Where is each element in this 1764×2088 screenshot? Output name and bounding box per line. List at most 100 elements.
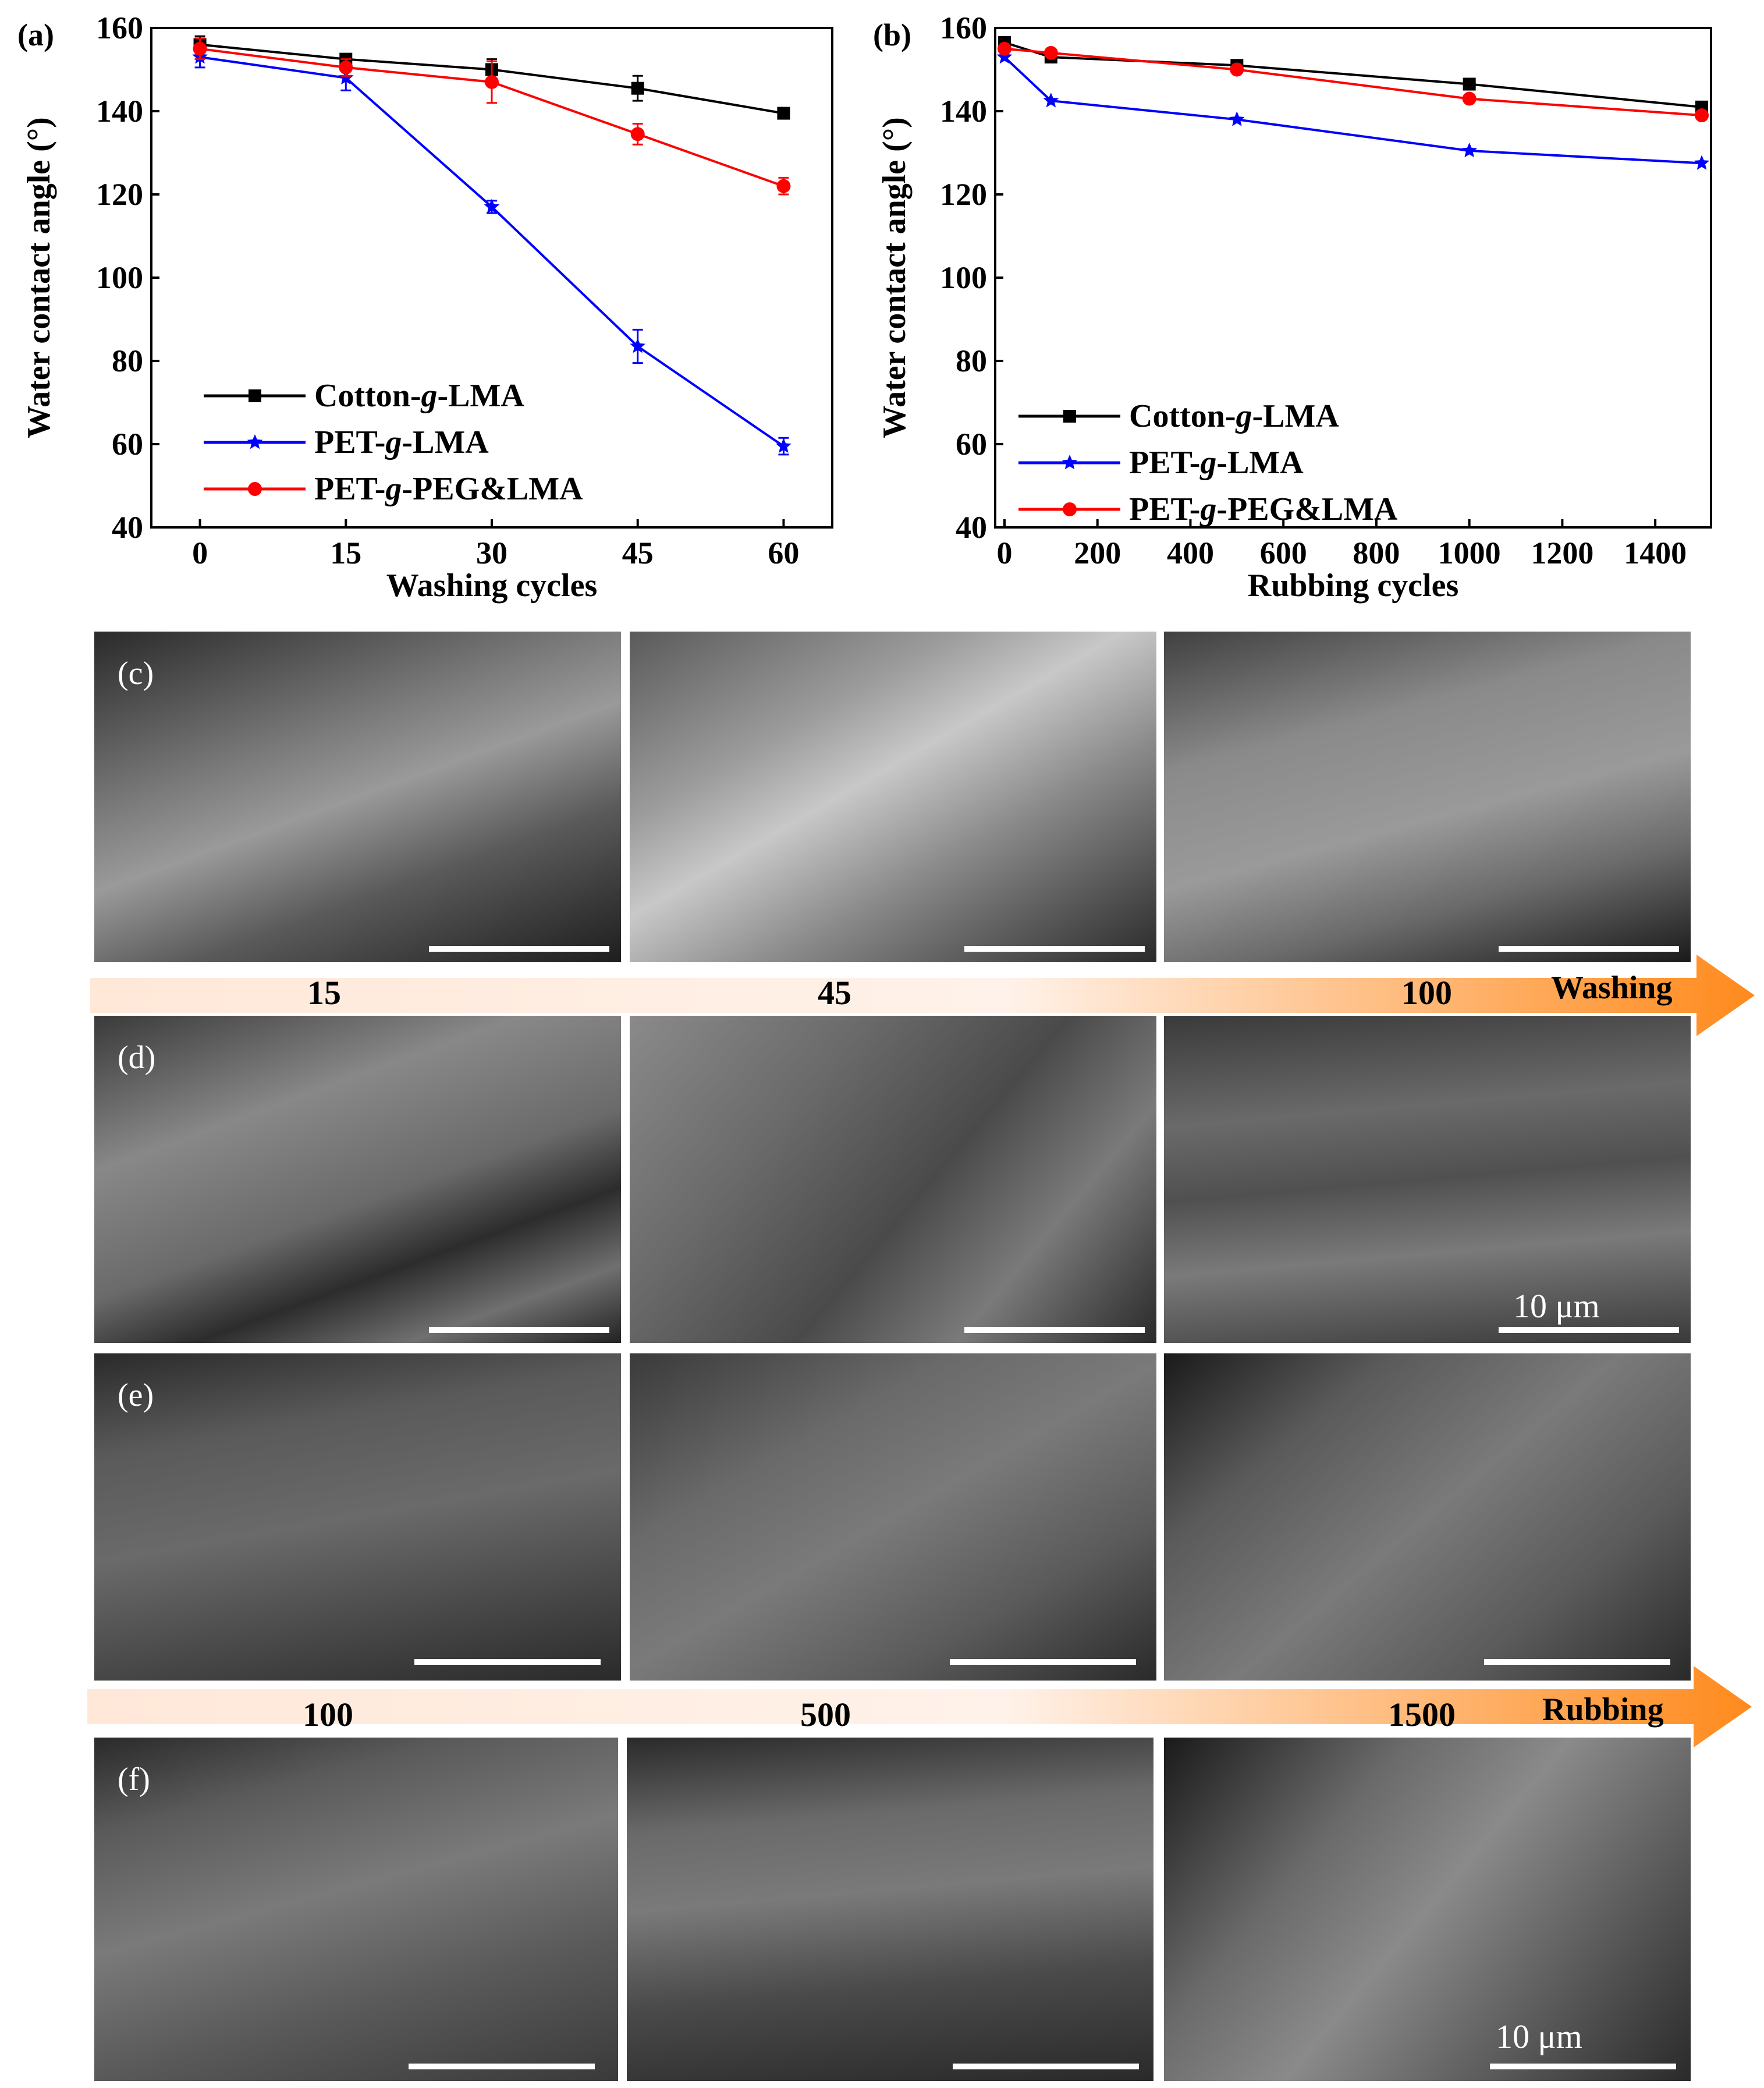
chart-washing: 40 60 80 100 120 140 160 0 15 30 45 60 Washing cycle…: [17, 12, 867, 629]
x-tick-label: 0: [996, 536, 1012, 570]
chart-washing-svg: 40 60 80 100 120 140 160 0 15 30 45 60 Washing cycle…: [17, 12, 833, 604]
x-tick-label: 1000: [1438, 536, 1501, 570]
data-point: [997, 41, 1011, 56]
y-tick-label: 80: [112, 343, 143, 378]
legend-entry: Cotton-g-LMA: [1129, 398, 1339, 434]
series-Cotton-g-LMA: [998, 36, 1709, 114]
plot-frame: [994, 27, 1712, 529]
data-point: [1044, 45, 1058, 60]
legend-marker: [247, 434, 263, 449]
washing-arrow-shape: [90, 955, 1755, 1036]
data-point: [777, 107, 790, 120]
data-point: [776, 179, 791, 193]
washing-word: Washing: [1551, 970, 1673, 1006]
legend-marker: [249, 389, 261, 402]
legend-marker: [1063, 502, 1077, 516]
sem-e-1: (e): [94, 1353, 621, 1681]
data-point: [1463, 77, 1476, 91]
scale-bar: [414, 1659, 601, 1665]
data-point: [630, 338, 645, 353]
data-point: [631, 81, 644, 95]
y-tick-label: 160: [940, 12, 987, 45]
washing-label-2: 45: [818, 974, 851, 1012]
legend-marker: [1063, 410, 1076, 423]
data-point: [1461, 142, 1477, 158]
x-tick-label: 45: [622, 536, 654, 570]
sem-c-1: (c): [94, 632, 621, 962]
sem-row-label-d: (d): [118, 1040, 156, 1076]
data-point: [1043, 93, 1059, 108]
data-point: [339, 60, 353, 75]
data-point: [630, 127, 645, 141]
scale-bar: [1484, 1659, 1670, 1665]
y-tick-label: 140: [940, 94, 987, 129]
rubbing-arrow-svg: [87, 1666, 1752, 1747]
scale-bar: [1499, 946, 1679, 952]
x-tick-label: 600: [1260, 536, 1307, 570]
y-tick-label: 160: [96, 12, 143, 45]
data-point: [484, 198, 500, 214]
sem-c-3: [1164, 632, 1691, 962]
y-tick-label: 80: [956, 343, 987, 378]
x-axis-label: Rubbing cycles: [1248, 568, 1459, 604]
data-point: [338, 69, 354, 85]
rubbing-arrow: [87, 1666, 1752, 1747]
sem-f-2: [627, 1738, 1153, 2081]
legend-entry: Cotton-g-LMA: [314, 378, 524, 414]
washing-label-1: 15: [307, 974, 341, 1012]
scale-bar: [964, 1327, 1145, 1333]
rubbing-label-2: 500: [800, 1696, 851, 1733]
scale-bar: [953, 2064, 1139, 2069]
y-tick-label: 140: [96, 94, 143, 129]
x-axis-label: Washing cycles: [386, 568, 597, 604]
scale-bar: [950, 1659, 1136, 1665]
scale-bar-text: 10 μm: [1513, 1287, 1600, 1325]
y-tick-label: 60: [112, 427, 143, 462]
x-tick-label: 15: [330, 536, 361, 570]
legend-entry: PET-g-PEG&LMA: [314, 471, 583, 507]
panel-label: (a): [17, 17, 54, 52]
y-tick-label: 120: [96, 177, 143, 212]
sem-row-label-c: (c): [118, 655, 154, 692]
sem-row-label-e: (e): [118, 1377, 154, 1413]
rubbing-arrow-shape: [87, 1666, 1752, 1747]
data-point: [1695, 108, 1709, 123]
sem-e-3: [1164, 1353, 1691, 1681]
sem-d-2: [630, 1016, 1156, 1343]
x-tick-label: 1400: [1624, 536, 1687, 570]
panel-label: (b): [873, 17, 911, 52]
x-tick-label: 30: [476, 536, 507, 570]
y-axis-label: Water contact angle (°): [21, 117, 57, 438]
sem-e-2: [630, 1353, 1156, 1681]
rubbing-label-1: 100: [303, 1696, 353, 1733]
sem-f-1: (f): [94, 1738, 618, 2081]
data-point: [776, 438, 792, 453]
legend-entry: PET-g-LMA: [314, 424, 489, 460]
x-tick-label: 1200: [1531, 536, 1593, 570]
chart-rubbing-svg: 40 60 80 100 120 140 160 0 200 400 600 800 1000 1200 1…: [873, 12, 1712, 604]
series-line: [1004, 47, 1702, 117]
sem-d-3: 10 μm: [1164, 1016, 1691, 1343]
x-tick-label: 200: [1074, 536, 1121, 570]
rubbing-word: Rubbing: [1542, 1692, 1664, 1728]
series-line: [1003, 56, 1702, 165]
x-tick-label: 800: [1353, 536, 1400, 570]
scale-bar: [1499, 1327, 1679, 1333]
series-line: [1004, 41, 1702, 108]
scale-bar: [429, 946, 609, 952]
sem-f-3: 10 μm: [1164, 1738, 1691, 2081]
data-point: [996, 49, 1013, 64]
scale-bar: [1490, 2064, 1676, 2069]
washing-arrow-svg: [90, 955, 1755, 1036]
y-tick-label: 40: [112, 510, 143, 545]
scale-bar: [964, 946, 1145, 952]
legend-entry: PET-g-PEG&LMA: [1129, 491, 1398, 527]
data-point: [485, 75, 499, 89]
chart-rubbing: 40 60 80 100 120 140 160 0 200 400 600 800 1000 1200 1…: [873, 12, 1746, 629]
data-point: [1229, 111, 1245, 126]
y-tick-label: 60: [956, 427, 987, 462]
y-tick-label: 40: [956, 510, 987, 545]
scale-bar: [429, 1327, 609, 1333]
data-point: [1230, 62, 1244, 77]
x-tick-label: 400: [1167, 536, 1214, 570]
